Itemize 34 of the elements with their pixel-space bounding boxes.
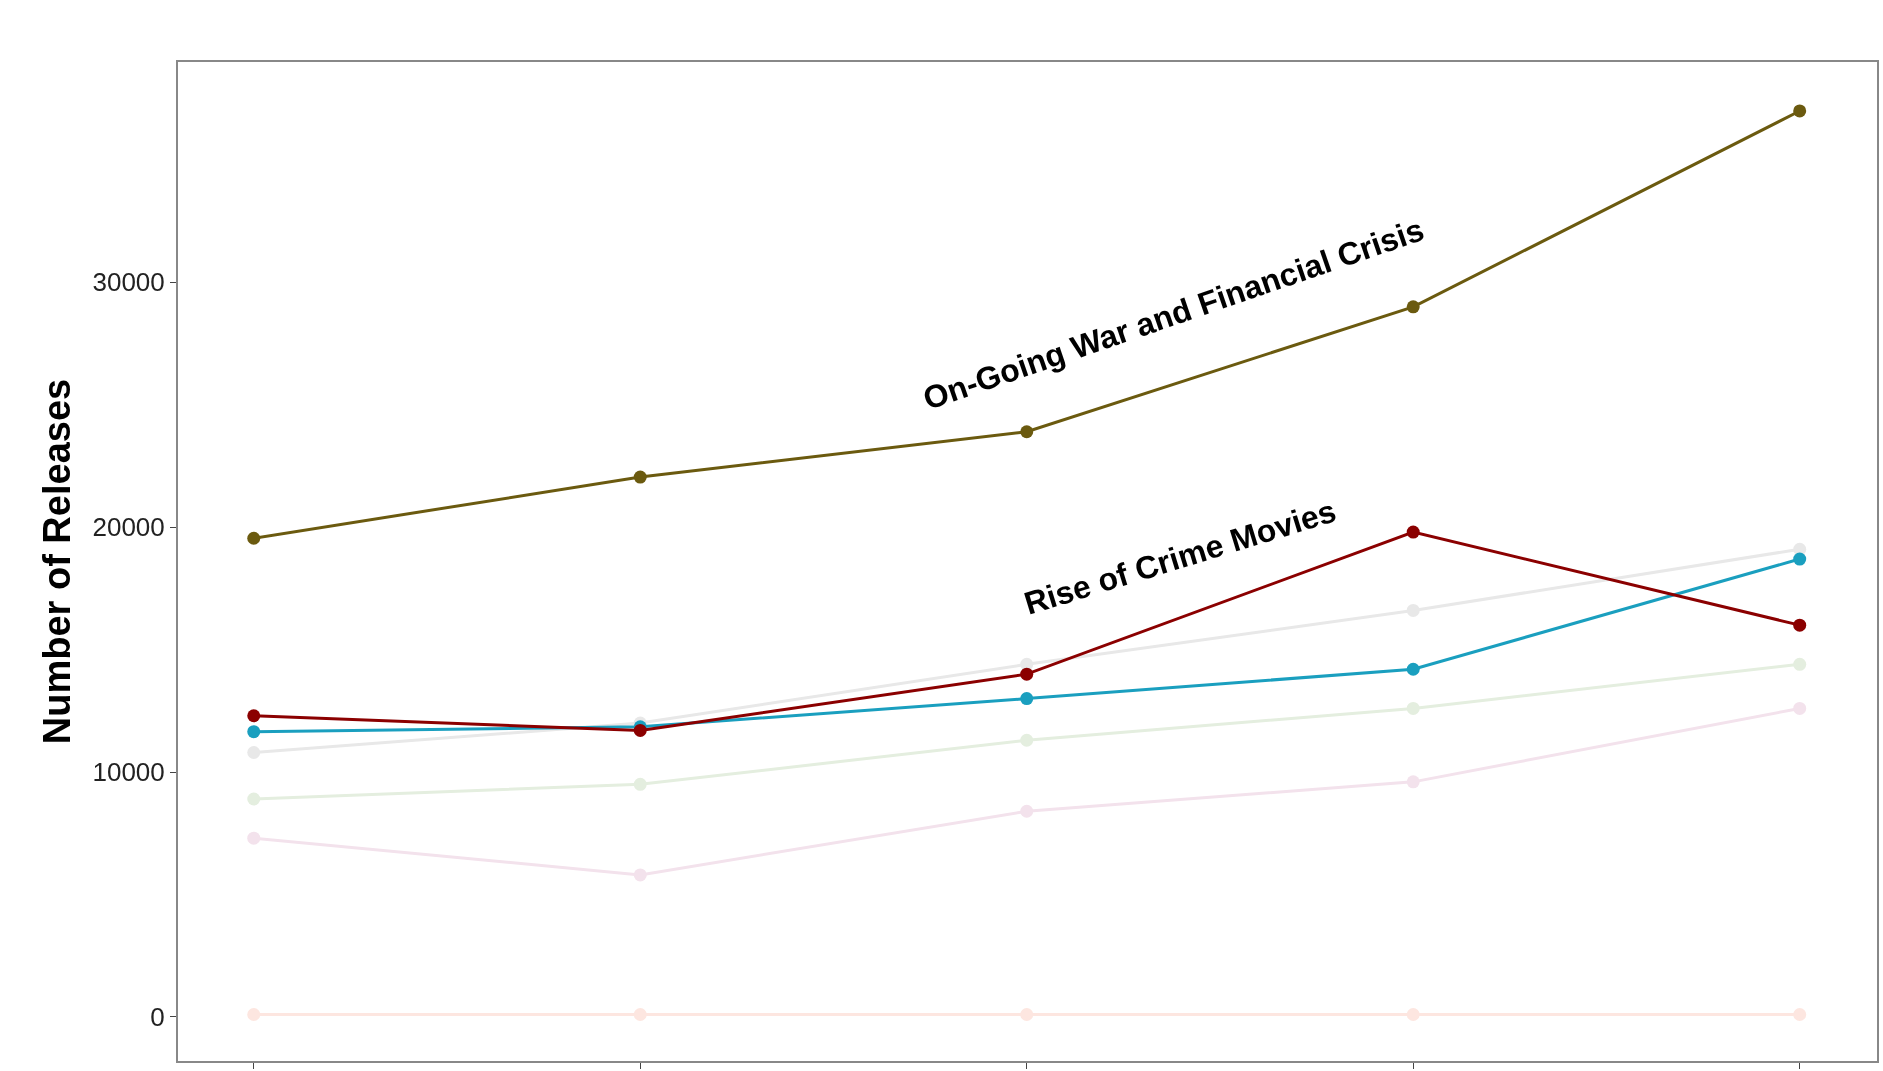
point: [1793, 657, 1807, 671]
point: [633, 868, 647, 882]
point: [1020, 425, 1034, 439]
point: [1020, 804, 1034, 818]
annotation: Rise of Crime Movies: [1019, 492, 1341, 622]
point: [247, 531, 261, 545]
point: [1406, 300, 1420, 314]
y-axis-title: Number of Releases: [36, 378, 79, 745]
point: [1406, 1007, 1420, 1021]
point: [1020, 733, 1034, 747]
point: [1406, 701, 1420, 715]
point: [1793, 552, 1807, 566]
point: [1793, 701, 1807, 715]
point: [247, 725, 261, 739]
y-tick-label: 20000: [92, 512, 165, 543]
point: [1793, 618, 1807, 632]
point: [633, 777, 647, 791]
point: [1020, 692, 1034, 706]
y-tick-label: 10000: [92, 757, 165, 788]
point: [247, 792, 261, 806]
point: [1793, 1007, 1807, 1021]
y-tick-label: 30000: [92, 267, 165, 298]
point: [1406, 525, 1420, 539]
point: [1793, 104, 1807, 118]
point: [1406, 775, 1420, 789]
y-tick-label: 0: [150, 1002, 165, 1033]
point: [633, 470, 647, 484]
point: [1020, 667, 1034, 681]
point: [247, 709, 261, 723]
point: [1020, 1007, 1034, 1021]
point: [247, 831, 261, 845]
point: [1406, 662, 1420, 676]
point: [247, 1007, 261, 1021]
point: [633, 1007, 647, 1021]
